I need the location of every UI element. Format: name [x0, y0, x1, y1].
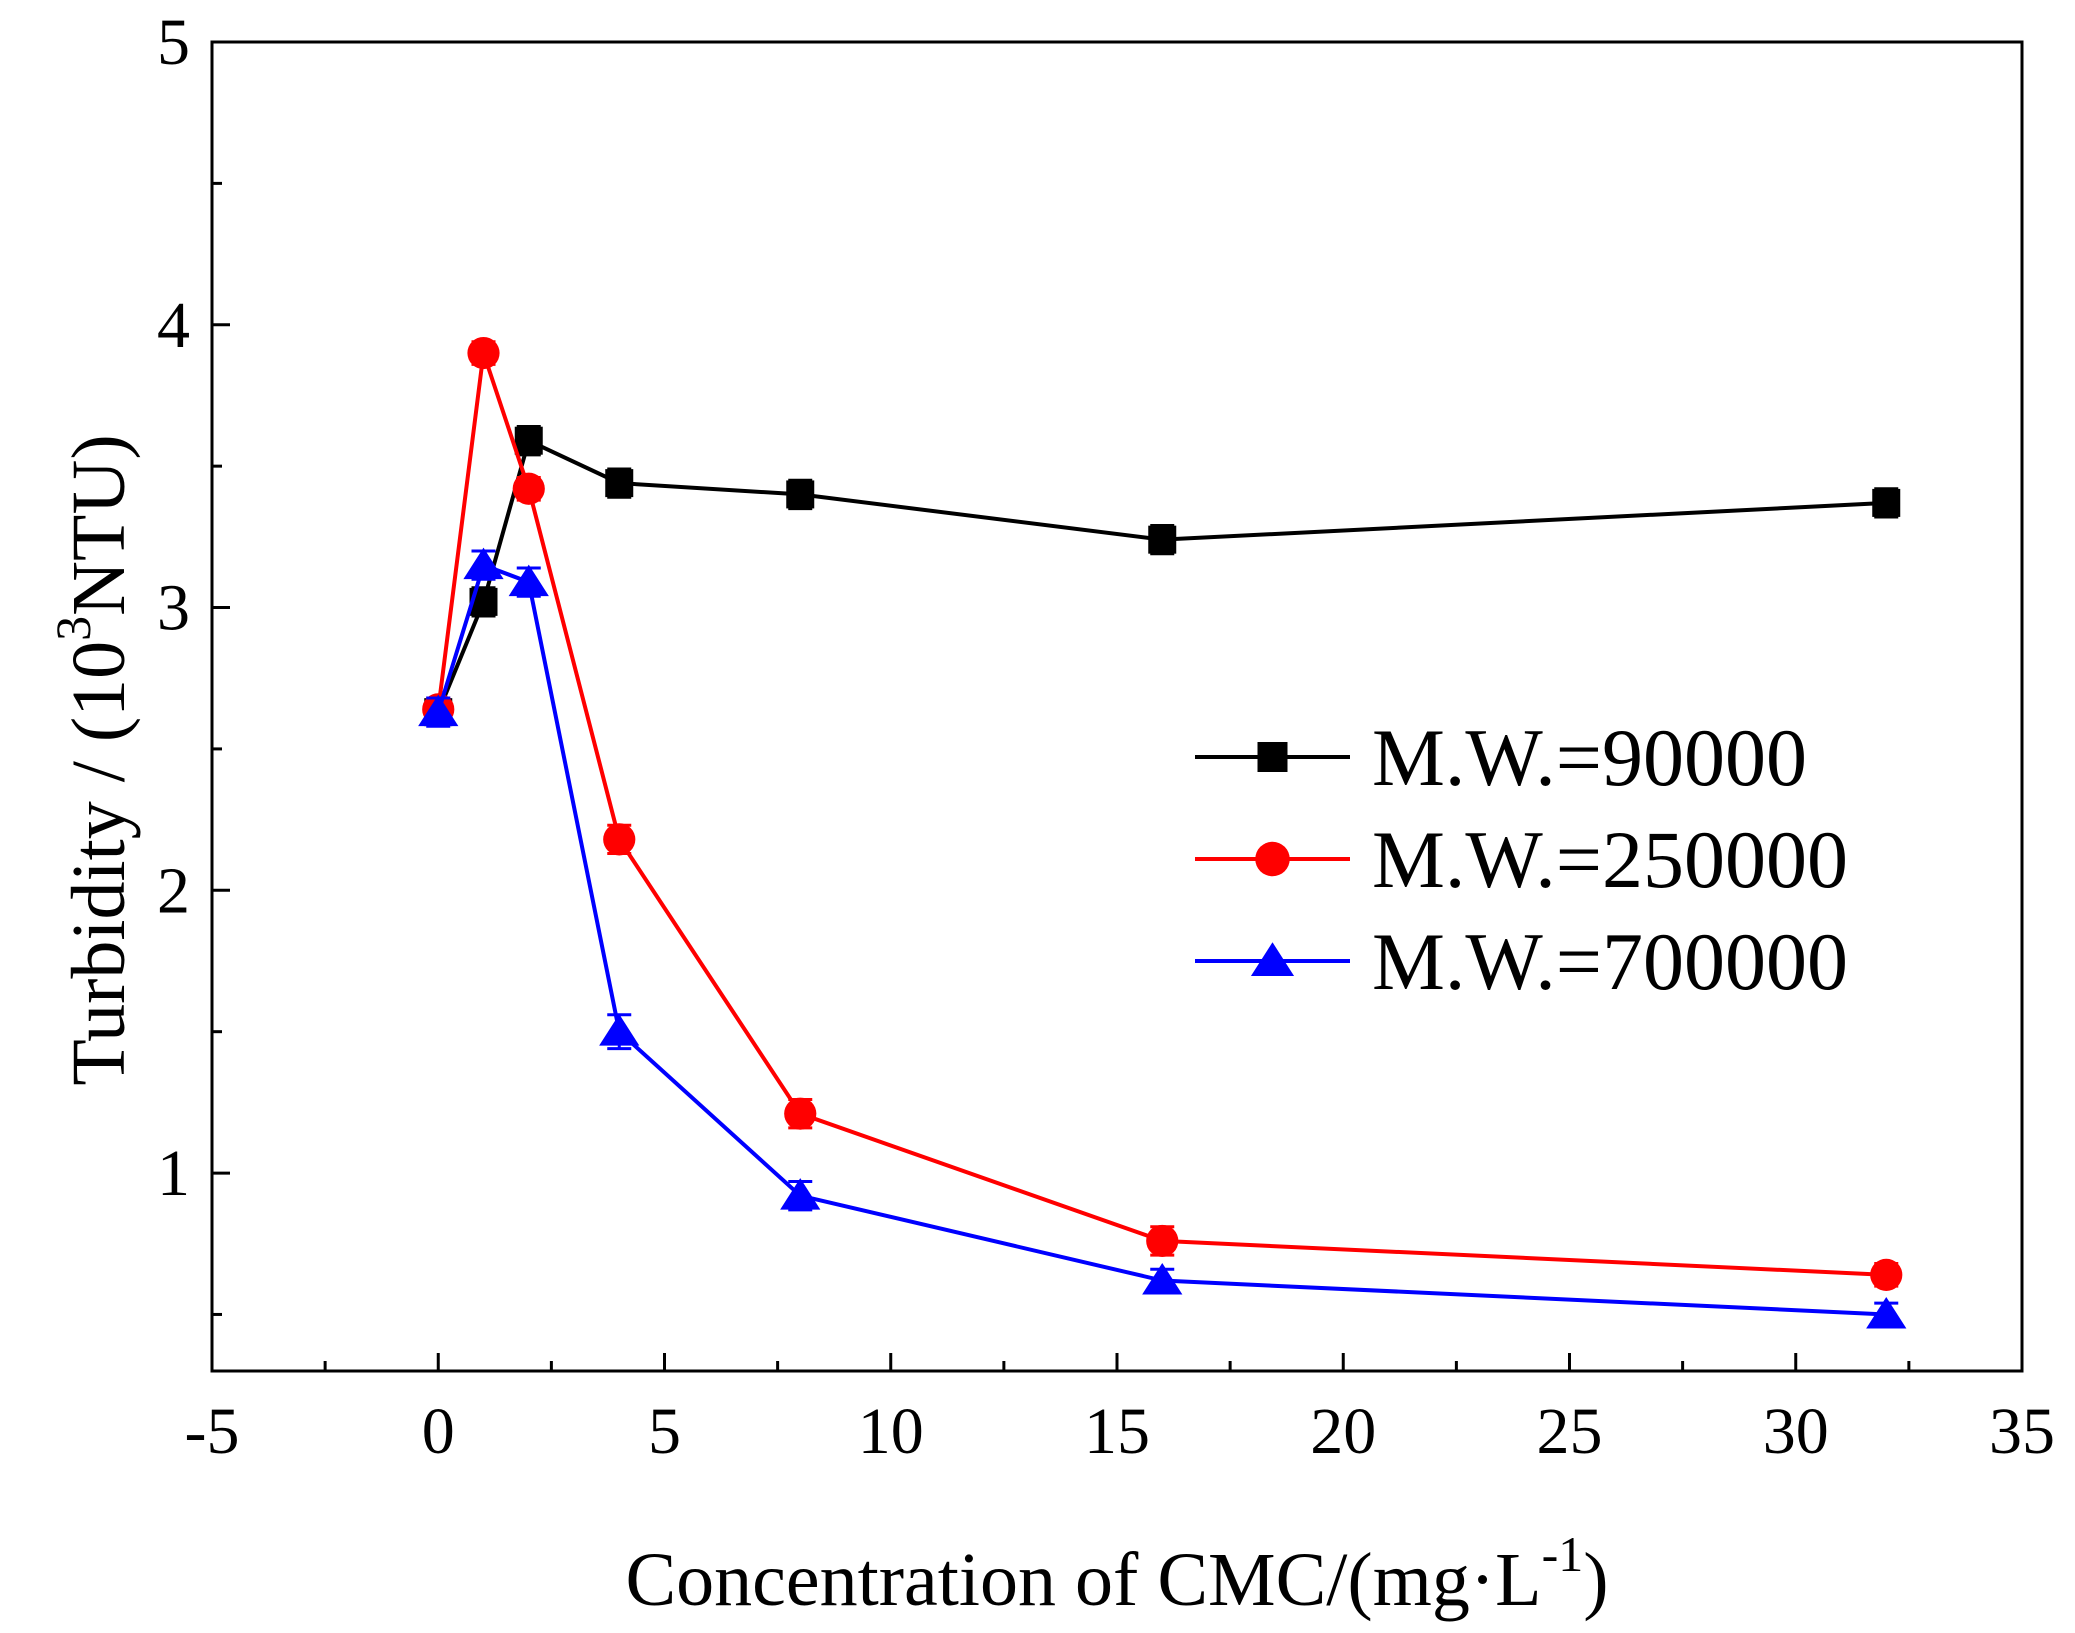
data-point — [1872, 488, 1901, 517]
data-point — [508, 564, 549, 597]
legend-marker — [1250, 942, 1295, 976]
data-point — [1870, 1258, 1903, 1291]
x-axis-title: Concentration of CMC/(mg·L-1) — [625, 1526, 1608, 1622]
data-point — [1142, 1263, 1183, 1295]
y-axis-title-text: Turbidity / (10 — [57, 641, 141, 1086]
y-axis-title-close: NTU) — [57, 434, 141, 616]
legend-entry: M.W.=90000 — [1195, 712, 1807, 803]
x-tick-label: 20 — [1310, 1395, 1376, 1468]
y-axis-title: Turbidity / (103NTU) — [45, 434, 141, 1085]
data-point — [786, 480, 815, 509]
series-circle — [422, 336, 1903, 1291]
x-axis-title-sup: -1 — [1542, 1526, 1584, 1582]
x-tick-label: 0 — [422, 1395, 455, 1468]
plot-series — [418, 336, 1907, 1329]
data-point — [418, 694, 459, 727]
axes: -5 0 5 10 15 20 25 30 35 1 2 3 4 5 — [157, 6, 2055, 1468]
x-tick-label: 15 — [1084, 1395, 1150, 1468]
y-axis-title-sup: 3 — [45, 616, 101, 641]
x-tick-label: 10 — [858, 1395, 924, 1468]
x-tick-label: -5 — [185, 1395, 240, 1468]
legend-label: M.W.=700000 — [1372, 916, 1848, 1007]
y-tick-label: 3 — [157, 572, 190, 645]
legend-marker — [1255, 841, 1290, 877]
data-point — [603, 823, 636, 856]
legend-label: M.W.=90000 — [1372, 712, 1807, 803]
series-square — [424, 425, 1901, 727]
x-tick-label: 25 — [1537, 1395, 1603, 1468]
data-point — [780, 1178, 821, 1210]
legend-marker — [1257, 742, 1288, 772]
data-point — [463, 547, 504, 580]
data-point — [1146, 1224, 1179, 1258]
data-point — [512, 472, 545, 505]
y-tick-label: 1 — [157, 1137, 190, 1210]
data-point — [1148, 525, 1177, 554]
y-tick-label: 2 — [157, 854, 190, 927]
data-point — [1866, 1296, 1907, 1329]
legend-entry: M.W.=700000 — [1195, 916, 1848, 1007]
y-tick-label: 4 — [157, 289, 190, 362]
legend-label: M.W.=250000 — [1372, 814, 1848, 905]
data-point — [605, 469, 634, 498]
legend-entry: M.W.=250000 — [1195, 814, 1848, 905]
x-tick-label: 35 — [1989, 1395, 2055, 1468]
series-triangle — [418, 547, 1907, 1329]
y-tick-label: 5 — [157, 6, 190, 79]
x-tick-label: 30 — [1763, 1395, 1829, 1468]
x-axis-title-text: Concentration of CMC/(mg·L — [625, 1538, 1541, 1622]
x-tick-label: 5 — [648, 1395, 681, 1468]
series-line — [436, 437, 1887, 713]
legend: M.W.=90000 M.W.=250000 M.W.=700000 — [1195, 712, 1848, 1007]
x-axis-title-close: ) — [1583, 1538, 1608, 1622]
data-point — [467, 336, 500, 370]
data-point — [514, 426, 543, 455]
plot-frame — [210, 40, 2024, 1373]
data-point — [784, 1097, 817, 1130]
data-point — [599, 1014, 640, 1046]
